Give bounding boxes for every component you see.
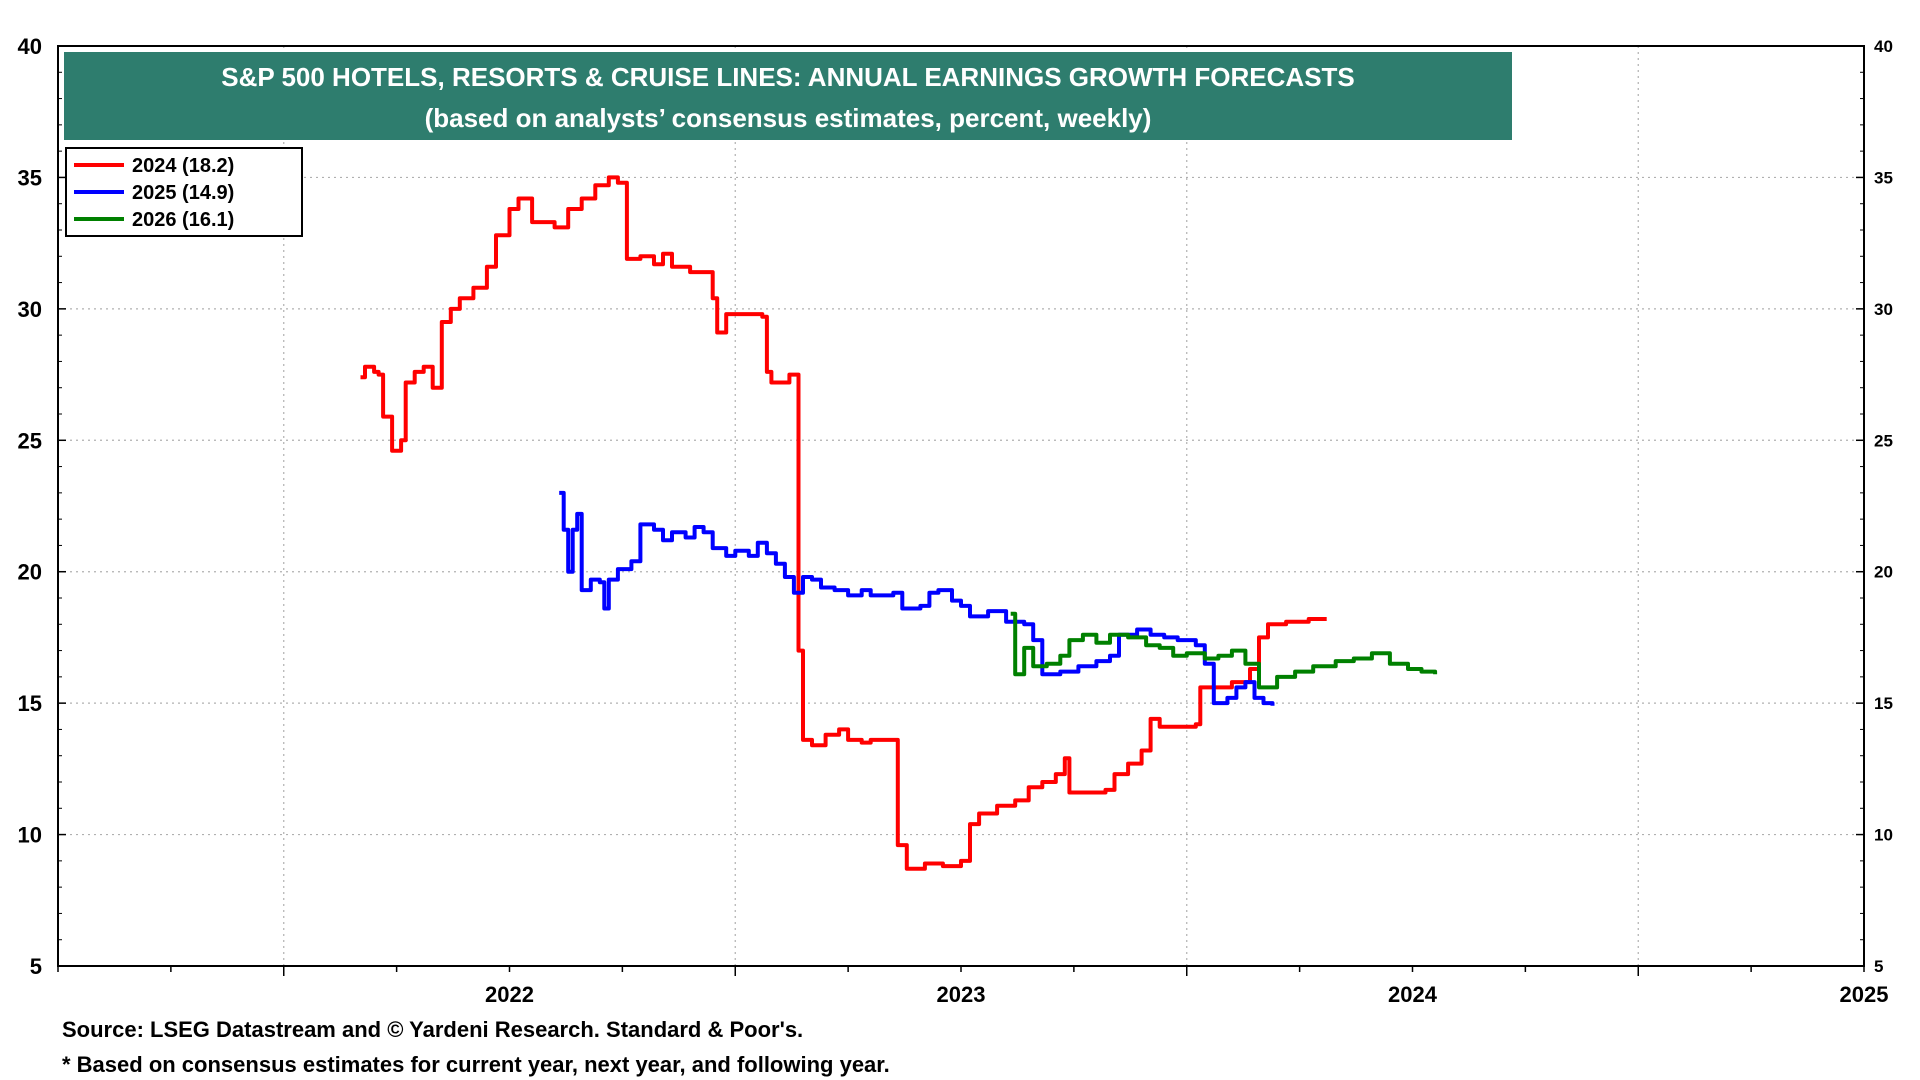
x-tick-label: 2023 (937, 982, 986, 1007)
y-tick-label-left: 15 (18, 691, 42, 716)
y-tick-label-left: 30 (18, 297, 42, 322)
y-tick-label-right: 15 (1874, 694, 1893, 713)
y-tick-label-left: 35 (18, 165, 42, 190)
x-tick-label: 2025 (1840, 982, 1889, 1007)
plot-area-frame (57, 45, 1865, 967)
y-tick-label-right: 25 (1874, 431, 1893, 450)
series-line (360, 175, 1327, 871)
y-tick-label-left: 40 (18, 34, 42, 59)
source-note: Source: LSEG Datastream and © Yardeni Re… (62, 1017, 804, 1042)
y-tick-label-right: 5 (1874, 957, 1883, 976)
y-tick-label-right: 20 (1874, 563, 1893, 582)
footnote: * Based on consensus estimates for curre… (62, 1052, 890, 1077)
gridlines (58, 46, 1864, 966)
y-tick-label-right: 10 (1874, 826, 1893, 845)
y-tick-label-left: 5 (30, 954, 42, 979)
legend: 2024 (18.2) 2025 (14.9) 2026 (16.1) (65, 147, 303, 237)
series-line (559, 490, 1275, 706)
x-tick-label: 2024 (1388, 982, 1438, 1007)
y-tick-label-right: 30 (1874, 300, 1893, 319)
legend-label: 2026 (16.1) (132, 209, 234, 231)
legend-label: 2025 (14.9) (132, 182, 234, 204)
y-tick-label-right: 40 (1874, 37, 1893, 56)
legend-label: 2024 (18.2) (132, 155, 234, 177)
series-line (1010, 611, 1438, 690)
series-lines (360, 175, 1438, 871)
y-tick-label-left: 25 (18, 428, 42, 453)
chart-subtitle: (based on analysts’ consensus estimates,… (425, 103, 1152, 133)
y-tick-label-right: 35 (1874, 168, 1893, 187)
chart-title: S&P 500 HOTELS, RESORTS & CRUISE LINES: … (221, 62, 1355, 92)
y-tick-label-left: 20 (18, 560, 42, 585)
chart-title-box: S&P 500 HOTELS, RESORTS & CRUISE LINES: … (64, 52, 1512, 140)
y-tick-label-left: 10 (18, 823, 42, 848)
x-tick-label: 2022 (485, 982, 534, 1007)
title-background (64, 52, 1512, 140)
